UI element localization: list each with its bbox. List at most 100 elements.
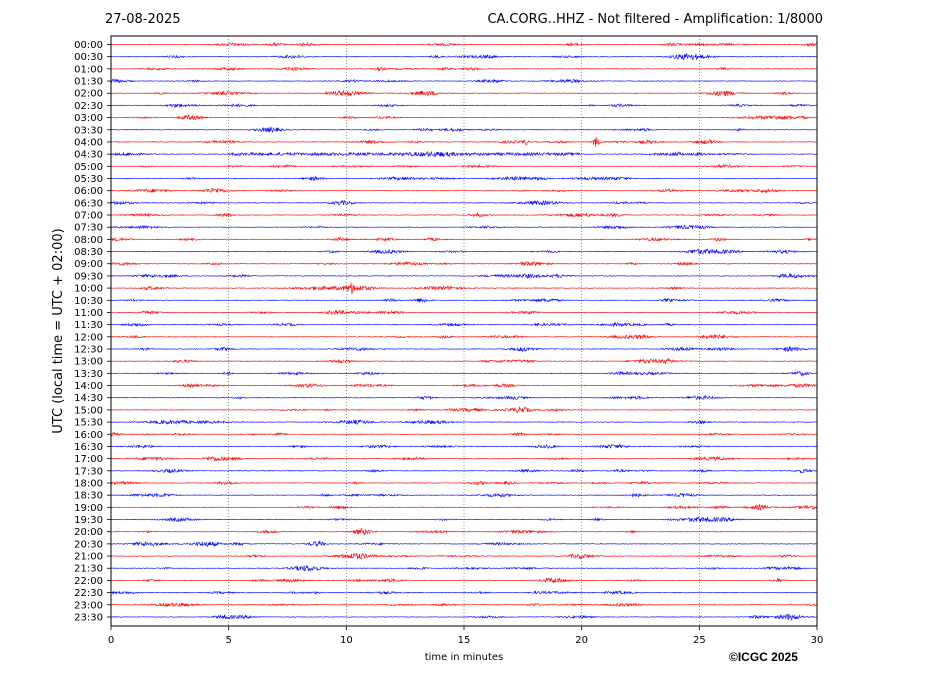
trace-2100 — [110, 552, 818, 560]
row-label: 06:30 — [74, 198, 103, 209]
trace-0800 — [110, 237, 818, 242]
row-label: 03:30 — [74, 125, 103, 136]
row-label: 22:30 — [74, 588, 103, 599]
x-tick-label: 15 — [458, 635, 471, 646]
row-label: 04:30 — [74, 150, 103, 161]
row-label: 08:00 — [74, 235, 103, 246]
row-label: 11:00 — [74, 308, 103, 319]
row-label: 00:00 — [74, 40, 103, 51]
trace-0330 — [110, 126, 818, 133]
trace-0100 — [110, 66, 818, 72]
row-label: 02:30 — [74, 101, 103, 112]
row-label: 00:30 — [74, 52, 103, 63]
row-label: 01:00 — [74, 64, 103, 75]
row-label: 21:00 — [74, 552, 103, 563]
row-label: 08:30 — [74, 247, 103, 258]
y-axis-label: UTC (local time = UTC + 02:00) — [51, 228, 66, 433]
trace-1000 — [110, 282, 818, 295]
row-label: 17:30 — [74, 466, 103, 477]
row-label: 09:00 — [74, 259, 103, 270]
trace-1930 — [110, 516, 818, 523]
trace-0600 — [110, 187, 818, 194]
trace-1130 — [110, 322, 818, 328]
row-label: 04:00 — [74, 137, 103, 148]
trace-1630 — [110, 443, 818, 449]
trace-2030 — [110, 540, 818, 548]
row-label: 03:00 — [74, 113, 103, 124]
trace-0200 — [110, 89, 818, 97]
row-label: 20:30 — [74, 539, 103, 550]
x-tick-label: 30 — [811, 635, 824, 646]
x-tick-label: 20 — [575, 635, 588, 646]
row-label: 07:30 — [74, 223, 103, 234]
row-label: 06:00 — [74, 186, 103, 197]
trace-1900 — [110, 503, 818, 511]
x-tick-label: 0 — [108, 635, 114, 646]
trace-1700 — [110, 455, 818, 462]
row-label: 10:00 — [74, 284, 103, 295]
row-label: 20:00 — [74, 527, 103, 538]
row-label: 14:00 — [74, 381, 103, 392]
x-tick-label: 5 — [225, 635, 231, 646]
x-tick-label: 25 — [693, 635, 706, 646]
row-label: 10:30 — [74, 296, 103, 307]
trace-2330 — [110, 613, 817, 621]
row-label: 16:30 — [74, 442, 103, 453]
trace-0130 — [110, 78, 818, 84]
row-label: 22:00 — [74, 576, 103, 587]
trace-0430 — [110, 151, 818, 158]
trace-0730 — [110, 224, 818, 230]
trace-0030 — [110, 53, 818, 61]
row-label: 12:00 — [74, 332, 103, 343]
trace-1800 — [110, 480, 818, 486]
copyright-credit: ©ICGC 2025 — [729, 650, 798, 664]
row-label: 13:30 — [74, 369, 103, 380]
trace-0000 — [110, 41, 818, 47]
trace-1600 — [110, 431, 818, 437]
trace-1330 — [110, 370, 818, 377]
trace-1200 — [110, 334, 818, 340]
trace-1530 — [110, 419, 818, 425]
row-label: 17:00 — [74, 454, 103, 465]
trace-0500 — [110, 163, 818, 169]
row-label: 18:00 — [74, 478, 103, 489]
trace-1730 — [110, 468, 818, 474]
chart-title: CA.CORG..HHZ - Not filtered - Amplificat… — [487, 12, 823, 27]
row-label: 09:30 — [74, 271, 103, 282]
row-label: 07:00 — [74, 211, 103, 222]
trace-0830 — [110, 248, 818, 255]
row-label: 19:00 — [74, 503, 103, 514]
row-label: 16:00 — [74, 430, 103, 441]
row-label: 15:30 — [74, 418, 103, 429]
trace-0230 — [110, 103, 818, 109]
row-label: 13:00 — [74, 357, 103, 368]
x-axis-label: time in minutes — [425, 652, 504, 663]
trace-1300 — [110, 357, 818, 365]
trace-1230 — [110, 345, 818, 353]
row-label: 12:30 — [74, 345, 103, 356]
trace-0930 — [110, 273, 818, 279]
row-label: 18:30 — [74, 491, 103, 502]
trace-2300 — [110, 602, 818, 608]
trace-2230 — [110, 590, 818, 596]
trace-1500 — [110, 406, 818, 413]
row-label: 19:30 — [74, 515, 103, 526]
row-label: 02:00 — [74, 89, 103, 100]
row-label: 14:30 — [74, 393, 103, 404]
trace-0900 — [110, 260, 818, 267]
trace-1830 — [110, 492, 818, 499]
trace-0630 — [110, 199, 818, 207]
trace-0530 — [110, 175, 818, 182]
row-label: 15:00 — [74, 405, 103, 416]
trace-0700 — [110, 212, 818, 218]
trace-1400 — [110, 383, 818, 389]
row-label: 05:30 — [74, 174, 103, 185]
trace-1430 — [110, 395, 818, 401]
chart-date: 27-08-2025 — [105, 12, 181, 27]
row-label: 05:00 — [74, 162, 103, 173]
trace-0400 — [110, 136, 818, 147]
trace-1030 — [110, 297, 818, 304]
trace-2000 — [110, 528, 818, 536]
row-label: 23:00 — [74, 600, 103, 611]
